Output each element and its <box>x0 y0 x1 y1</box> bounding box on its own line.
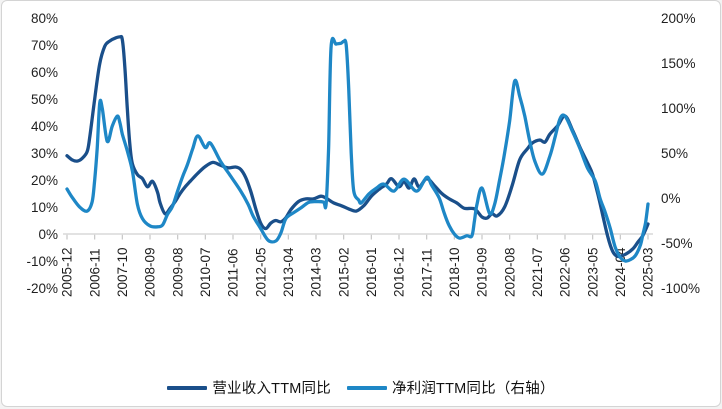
x-axis-tick-label: 2022-06 <box>558 247 573 297</box>
legend-label-profit: 净利润TTM同比（右轴） <box>391 381 555 397</box>
x-axis-tick-label: 2020-08 <box>502 247 517 297</box>
y-left-tick-label: 50% <box>31 92 58 107</box>
x-axis-tick-label: 2010-07 <box>198 247 213 297</box>
x-axis-tick-label: 2005-12 <box>60 247 75 297</box>
x-axis-tick-label: 2011-06 <box>226 248 241 297</box>
revenue-line-swatch <box>167 385 208 390</box>
legend-item-revenue: 营业收入TTM同比 <box>167 377 331 398</box>
x-axis-tick-label: 2009-08 <box>170 247 185 297</box>
y-left-tick-label: 0% <box>38 227 58 242</box>
y-left-tick-label: 80% <box>31 11 58 26</box>
revenue-ttm-line <box>65 34 650 259</box>
y-right-tick-label: -50% <box>661 236 693 251</box>
x-axis-tick-label: 2007-10 <box>115 247 130 297</box>
y-left-tick-label: 10% <box>31 200 58 215</box>
y-right-tick-label: 200% <box>661 11 696 26</box>
y-right-tick-label: -100% <box>661 281 700 296</box>
line-chart: 2005-12 2006-11 2007-10 2008-09 2009-08 2010-… <box>26 11 700 297</box>
x-axis-tick-label: 2021-07 <box>530 247 545 297</box>
legend-label-revenue: 营业收入TTM同比 <box>212 381 331 397</box>
x-axis-tick-label: 2017-11 <box>419 248 434 297</box>
profit-line-swatch <box>346 385 387 390</box>
x-axis-tick-label: 2015-02 <box>336 247 351 297</box>
x-axis-tick-label: 2018-10 <box>447 247 462 297</box>
y-left-tick-label: 70% <box>31 38 58 53</box>
x-axis-tick-label: 2019-09 <box>475 247 490 297</box>
x-axis-tick-label: 2016-01 <box>364 247 379 297</box>
legend-item-profit: 净利润TTM同比（右轴） <box>346 377 555 398</box>
x-axis-tick-label: 2012-05 <box>253 247 268 297</box>
x-axis-tick-label: 2013-04 <box>281 247 296 297</box>
y-left-tick-label: -20% <box>26 281 58 296</box>
y-left-tick-label: -10% <box>26 254 58 269</box>
x-axis-tick-label: 2008-09 <box>143 247 158 297</box>
y-left-tick-label: 20% <box>31 173 58 188</box>
x-axis-tick-label: 2023-05 <box>585 247 600 297</box>
y-left-tick-label: 60% <box>31 65 58 80</box>
y-right-tick-label: 150% <box>661 56 696 71</box>
y-right-tick-label: 0% <box>661 191 681 206</box>
x-axis-tick-label: 2025-03 <box>641 247 656 297</box>
net-profit-ttm-line <box>65 36 650 263</box>
x-axis-tick-label: 2014-03 <box>309 247 324 297</box>
x-axis-tick-label: 2006-11 <box>87 248 102 297</box>
y-left-tick-label: 40% <box>31 119 58 134</box>
y-right-tick-label: 50% <box>661 146 688 161</box>
chart-legend: 营业收入TTM同比 净利润TTM同比（右轴） <box>2 377 720 398</box>
y-left-tick-label: 30% <box>31 146 58 161</box>
x-axis-tick-label: 2016-12 <box>392 247 407 297</box>
y-right-tick-label: 100% <box>661 101 696 116</box>
